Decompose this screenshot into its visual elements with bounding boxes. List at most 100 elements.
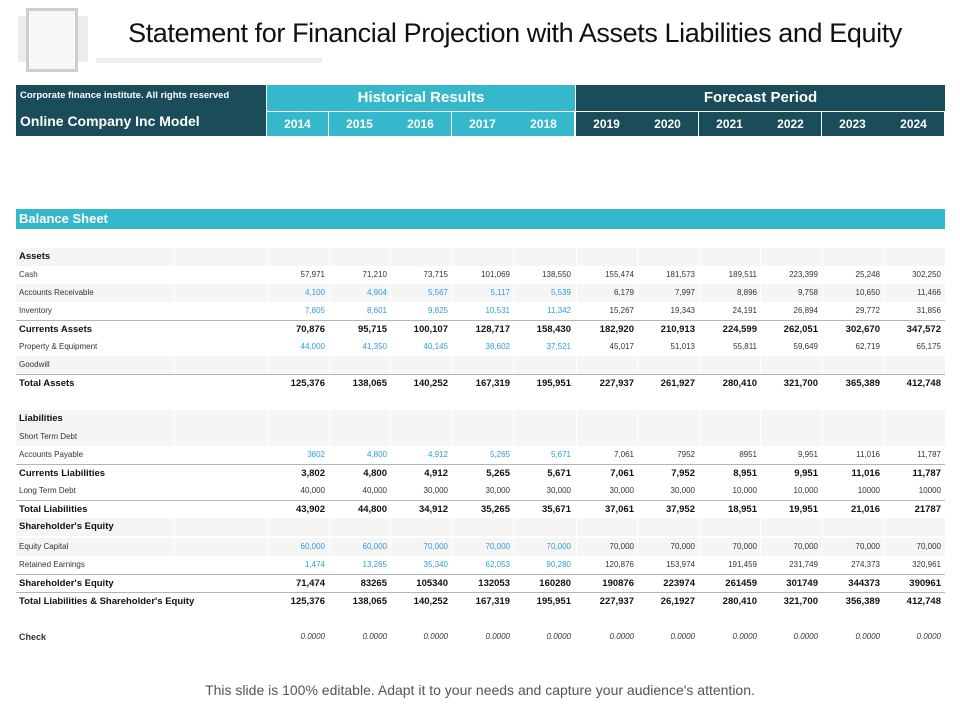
cell-divider [390,266,391,284]
row-label: Inventory [19,306,52,315]
cell-divider [452,556,453,574]
table-cell: 11,466 [917,288,941,297]
cell-divider [513,266,514,284]
cell-divider [452,338,453,356]
table-cell: 30,000 [485,486,510,495]
table-cell: 138,065 [352,378,387,389]
balance-sheet-title: Balance Sheet [16,209,945,229]
cell-divider [174,410,175,428]
table-cell: 3802 [307,450,325,459]
table-cell: 31,856 [916,306,941,315]
copyright-text: Corporate finance institute. All rights … [20,90,230,101]
cell-divider [576,410,577,428]
table-cell: 26,894 [793,306,818,315]
table-cell: 4,904 [366,288,387,297]
forecast-period-header: Forecast Period [576,85,945,111]
cell-divider [760,338,761,356]
cell-divider [760,556,761,574]
cell-divider [513,302,514,320]
table-cell: 45,017 [609,342,634,351]
cell-divider [452,410,453,428]
cell-divider [699,482,700,500]
table-cell: 227,937 [599,378,634,389]
table-cell: 70,000 [609,542,634,551]
table-cell: 5,265 [486,468,510,479]
cell-divider [699,538,700,556]
cell-divider [267,538,268,556]
table-cell: 0.0000 [546,632,571,641]
footer-note: This slide is 100% editable. Adapt it to… [205,682,755,698]
model-name: Online Company Inc Model [20,113,200,129]
table-row: Currents Liabilities 3,802 4,800 4,912 5,265… [16,464,945,482]
table-cell: 0.0000 [916,632,941,641]
cell-divider [329,302,330,320]
table-row: Shareholder's Equity 71,474 83265 105340 132… [16,574,945,592]
year-header-4: 2018 [513,112,574,136]
cell-divider [822,356,823,374]
cell-divider [760,248,761,266]
year-header-1: 2015 [329,112,390,136]
table-cell: 125,376 [290,378,325,389]
table-cell: 21,016 [850,504,880,515]
table-cell: 10,531 [485,306,510,315]
cell-divider [699,446,700,464]
table-cell: 35,265 [480,504,510,515]
cell-divider [699,356,700,374]
table-cell: 158,430 [536,324,571,335]
cell-divider [576,482,577,500]
row-label: Goodwill [19,360,50,369]
table-cell: 412,748 [906,378,941,389]
cell-divider [576,302,577,320]
table-cell: 15,267 [609,306,634,315]
table-cell: 120,876 [605,560,634,569]
logo-placeholder [18,8,88,72]
cell-divider [576,446,577,464]
table-cell: 356,389 [845,596,880,607]
table-cell: 4,912 [424,468,448,479]
table-cell: 7,952 [671,468,695,479]
table-cell: 10000 [857,486,880,495]
row-label: Total Liabilities [19,504,88,515]
cell-divider [883,446,884,464]
cell-divider [452,356,453,374]
table-header: Corporate finance institute. All rights … [16,85,945,136]
cell-divider [699,248,700,266]
cell-divider [267,302,268,320]
table-cell: 321,700 [783,378,818,389]
cell-divider [822,266,823,284]
table-cell: 70,000 [732,542,757,551]
table-cell: 40,000 [362,486,387,495]
cell-divider [390,356,391,374]
table-cell: 70,000 [793,542,818,551]
cell-divider [883,266,884,284]
table-cell: 11,016 [856,450,880,459]
table-cell: 60,000 [300,542,325,551]
year-header-2: 2016 [390,112,451,136]
cell-divider [452,266,453,284]
cell-divider [452,482,453,500]
table-cell: 70,000 [546,542,571,551]
table-cell: 231,749 [789,560,818,569]
table-cell: 0.0000 [855,632,880,641]
cell-divider [822,482,823,500]
table-cell: 5,671 [547,468,571,479]
table-cell: 8,601 [366,306,387,315]
cell-divider [637,356,638,374]
cell-divider [822,538,823,556]
cell-divider [174,248,175,266]
cell-divider [513,338,514,356]
table-cell: 0.0000 [732,632,757,641]
cell-divider [883,428,884,446]
cell-divider [822,518,823,536]
year-header-9: 2023 [822,112,883,136]
cell-divider [699,428,700,446]
cell-divider [637,410,638,428]
table-cell: 138,065 [352,596,387,607]
cell-divider [174,338,175,356]
table-cell: 57,971 [300,270,325,279]
table-cell: 37,061 [604,504,634,515]
table-cell: 189,511 [728,270,757,279]
table-cell: 5,117 [490,288,510,297]
table-cell: 40,000 [300,486,325,495]
table-row: Total Liabilities & Shareholder's Equity… [16,592,945,610]
